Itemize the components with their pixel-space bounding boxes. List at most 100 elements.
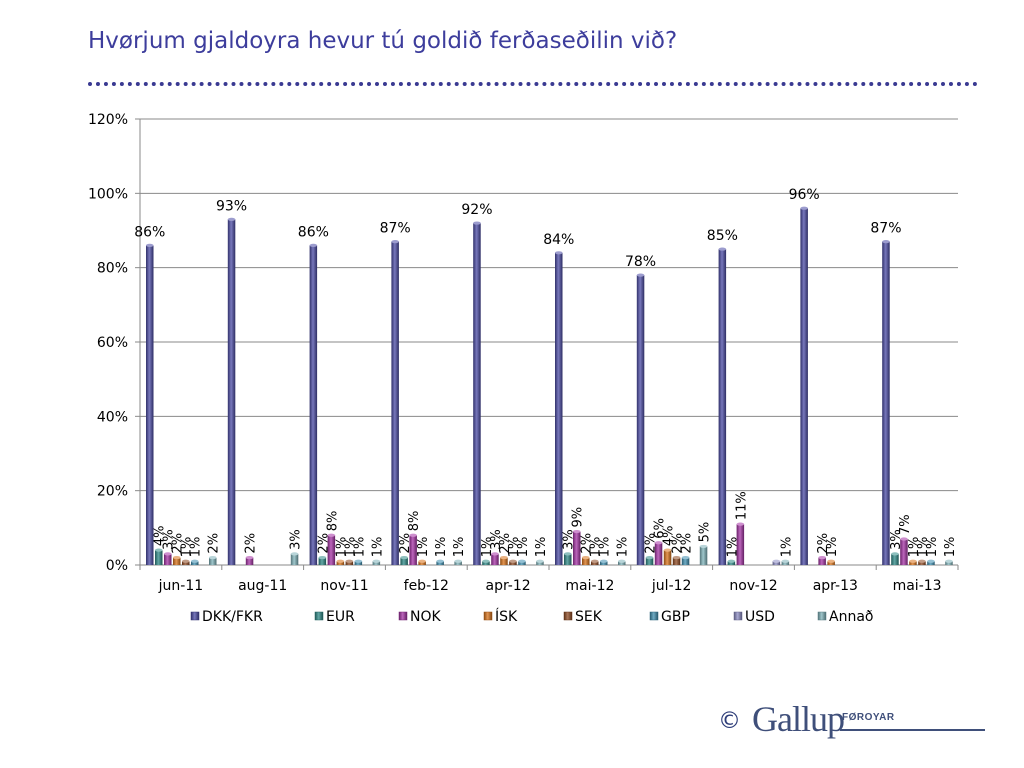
bar-nok bbox=[818, 557, 826, 565]
bar-top bbox=[927, 559, 935, 563]
data-label: 3% bbox=[489, 529, 504, 550]
bar-top bbox=[173, 555, 181, 560]
data-label: 1% bbox=[370, 537, 385, 558]
data-label: 92% bbox=[461, 202, 492, 218]
data-label: 1% bbox=[452, 537, 467, 558]
bar-annað bbox=[290, 553, 299, 565]
y-tick-label: 60% bbox=[97, 335, 128, 351]
bar-ísk bbox=[663, 550, 672, 565]
bar-top bbox=[654, 541, 663, 545]
legend-swatch bbox=[398, 611, 408, 621]
data-label: 1% bbox=[480, 537, 495, 558]
bar-annað bbox=[618, 561, 626, 565]
bar-top bbox=[800, 206, 808, 210]
data-label: 1% bbox=[916, 537, 931, 558]
bar-top bbox=[645, 555, 654, 560]
bar-dkk/fkr bbox=[800, 208, 808, 565]
bar-top bbox=[582, 555, 590, 560]
y-tick-label: 0% bbox=[106, 558, 128, 574]
data-label: 2% bbox=[816, 533, 831, 554]
bar-top bbox=[918, 559, 926, 563]
bar-top bbox=[564, 552, 572, 556]
data-label: 5% bbox=[698, 522, 713, 543]
bar-dkk/fkr bbox=[391, 241, 399, 565]
data-label: 1% bbox=[434, 537, 449, 558]
data-label: 1% bbox=[779, 537, 794, 558]
bar-gbp bbox=[600, 561, 608, 565]
bar-eur bbox=[318, 557, 327, 565]
data-label: 4% bbox=[153, 526, 168, 547]
data-label: 2% bbox=[498, 533, 513, 554]
bar-usd bbox=[772, 561, 781, 565]
bar-eur bbox=[482, 561, 490, 565]
bar-gbp bbox=[436, 561, 444, 565]
legend-label: DKK/FKR bbox=[202, 609, 263, 625]
legend-swatch bbox=[817, 611, 827, 621]
bar-top bbox=[336, 559, 345, 563]
data-label: 8% bbox=[407, 511, 422, 532]
bar-top bbox=[327, 533, 336, 537]
x-tick-label: jul-12 bbox=[651, 578, 692, 594]
bar-top bbox=[400, 555, 408, 560]
bar-top bbox=[500, 555, 508, 560]
legend-label: EUR bbox=[326, 609, 355, 625]
data-label: 2% bbox=[171, 533, 186, 554]
data-label: 1% bbox=[725, 537, 740, 558]
bar-nok bbox=[245, 557, 254, 565]
bar-top bbox=[945, 559, 953, 563]
bar-top bbox=[827, 559, 835, 563]
bar-top bbox=[354, 559, 363, 563]
x-tick-label: apr-13 bbox=[813, 578, 858, 594]
slide-title: Hvørjum gjaldoyra hevur tú goldið ferðas… bbox=[88, 28, 678, 54]
bar-annað bbox=[209, 557, 217, 565]
data-label: 86% bbox=[298, 224, 329, 240]
bar-top bbox=[718, 247, 727, 251]
bar-dkk/fkr bbox=[309, 245, 318, 565]
data-label: 1% bbox=[343, 537, 358, 558]
bar-sek bbox=[509, 561, 517, 565]
bar-top bbox=[209, 555, 217, 560]
bar-annað bbox=[781, 561, 790, 565]
legend-swatch bbox=[190, 611, 200, 621]
bar-top bbox=[909, 559, 917, 563]
logo-underline bbox=[840, 729, 985, 731]
data-label: 1% bbox=[925, 537, 940, 558]
data-label: 1% bbox=[334, 537, 349, 558]
bar-nok bbox=[164, 553, 172, 565]
bar-annað bbox=[454, 561, 462, 565]
bar-sek bbox=[345, 561, 354, 565]
data-label: 2% bbox=[580, 533, 595, 554]
legend-swatch bbox=[314, 611, 324, 621]
data-label: 1% bbox=[825, 537, 840, 558]
data-label: 93% bbox=[216, 198, 247, 214]
data-label: 1% bbox=[507, 537, 522, 558]
bar-nok bbox=[327, 535, 336, 565]
data-label: 3% bbox=[162, 529, 177, 550]
bar-top bbox=[636, 273, 645, 277]
copyright-symbol: © bbox=[718, 708, 741, 734]
gallup-logo-text: Gallup bbox=[752, 699, 845, 739]
legend-label: Annað bbox=[829, 609, 873, 625]
bar-sek bbox=[918, 561, 926, 565]
bar-eur bbox=[400, 557, 408, 565]
bar-annað bbox=[699, 546, 708, 565]
bar-top bbox=[436, 559, 444, 563]
x-tick-label: mai-13 bbox=[893, 578, 942, 594]
bar-top bbox=[309, 243, 318, 247]
bar-top bbox=[900, 537, 908, 541]
bar-top bbox=[372, 559, 381, 563]
bar-nok bbox=[736, 524, 745, 565]
bar-top bbox=[518, 559, 526, 563]
bar-top bbox=[663, 548, 672, 552]
title-divider bbox=[88, 82, 978, 86]
bar-eur bbox=[564, 553, 572, 565]
x-tick-label: mai-12 bbox=[565, 578, 614, 594]
legend-label: SEK bbox=[575, 609, 603, 625]
bar-gbp bbox=[518, 561, 526, 565]
data-label: 1% bbox=[943, 537, 958, 558]
bar-top bbox=[227, 217, 236, 221]
bar-annað bbox=[945, 561, 953, 565]
bar-dkk/fkr bbox=[882, 241, 890, 565]
data-label: 4% bbox=[662, 526, 677, 547]
bar-top bbox=[600, 559, 608, 563]
